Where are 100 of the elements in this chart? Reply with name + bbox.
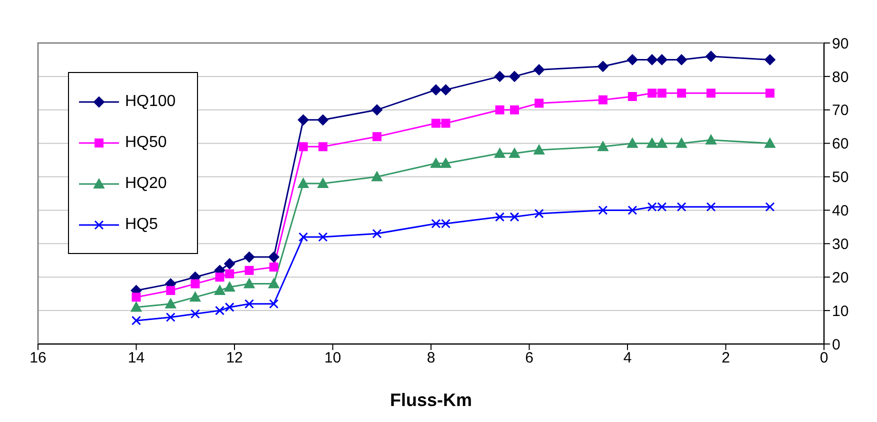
point <box>656 138 668 148</box>
point <box>215 306 225 316</box>
point <box>166 312 176 322</box>
point <box>244 299 254 309</box>
point <box>440 84 452 96</box>
point <box>244 252 255 263</box>
point <box>534 208 544 218</box>
point <box>224 302 234 312</box>
point <box>224 258 236 270</box>
point <box>430 84 442 96</box>
point <box>764 54 776 66</box>
point <box>298 232 308 242</box>
point <box>626 138 638 148</box>
point <box>372 228 382 238</box>
x-axis-title: Fluss-Km <box>390 390 472 410</box>
y-tick-label: 60 <box>832 136 849 153</box>
y-tick-label: 30 <box>832 236 849 253</box>
point <box>268 252 280 263</box>
point <box>765 88 774 98</box>
x-tick-label: 12 <box>226 350 243 367</box>
y-tick-label: 40 <box>832 202 849 220</box>
point <box>764 138 776 148</box>
x-tick-label: 8 <box>426 350 436 367</box>
x-tick-label: 2 <box>722 350 730 367</box>
point <box>269 299 279 309</box>
point <box>132 292 141 302</box>
point <box>190 279 200 288</box>
point <box>224 282 236 292</box>
point <box>165 298 176 308</box>
point <box>494 148 506 158</box>
point <box>317 178 328 188</box>
legend-label: HQ5 <box>125 216 158 234</box>
point <box>534 98 544 108</box>
point <box>318 232 328 242</box>
point <box>214 284 226 295</box>
point <box>430 158 442 168</box>
point <box>598 95 608 104</box>
point <box>706 134 717 144</box>
x-tick-label: 16 <box>30 350 46 367</box>
point <box>317 114 328 126</box>
point <box>371 104 382 116</box>
point <box>676 202 686 212</box>
x-tick-label: 14 <box>128 350 145 367</box>
point <box>597 141 608 152</box>
y-tick-label: 10 <box>832 302 849 320</box>
legend-label: HQ20 <box>125 174 167 192</box>
point <box>676 54 688 66</box>
point <box>509 148 520 158</box>
point <box>534 64 545 76</box>
point <box>166 286 176 295</box>
point <box>268 278 280 288</box>
point <box>244 278 255 288</box>
point <box>130 302 142 312</box>
point <box>298 114 309 126</box>
point <box>706 50 717 62</box>
point <box>646 138 658 148</box>
point <box>626 54 638 66</box>
point <box>494 70 506 82</box>
point <box>298 178 309 188</box>
point <box>598 205 608 215</box>
point <box>677 88 686 98</box>
point <box>510 212 520 222</box>
legend-label: HQ50 <box>125 134 167 152</box>
point <box>298 142 308 152</box>
point <box>706 88 716 98</box>
x-tick-label: 0 <box>820 350 828 367</box>
point <box>225 269 234 278</box>
point <box>765 202 775 212</box>
point <box>628 205 638 215</box>
point <box>534 144 545 155</box>
point <box>706 202 716 212</box>
x-tick-label: 10 <box>324 350 342 367</box>
point <box>628 92 637 102</box>
point <box>244 266 254 275</box>
point <box>269 262 278 272</box>
point <box>646 54 658 66</box>
point <box>372 132 382 142</box>
point <box>676 138 688 148</box>
x-tick-label: 6 <box>525 350 534 367</box>
point <box>495 105 504 114</box>
legend-label: HQ100 <box>125 92 176 110</box>
y-tick-label: 90 <box>832 35 849 52</box>
x-tick-label: 4 <box>623 350 632 367</box>
point <box>495 212 505 222</box>
y-tick-label: 0 <box>832 336 840 354</box>
point <box>657 88 666 98</box>
y-tick-label: 80 <box>832 68 849 86</box>
point <box>656 54 668 66</box>
point <box>509 70 520 82</box>
y-tick-label: 20 <box>832 269 849 286</box>
point <box>648 88 657 98</box>
point <box>431 118 440 128</box>
y-tick-label: 70 <box>832 102 849 120</box>
point <box>510 105 520 114</box>
point <box>318 142 328 152</box>
point <box>190 292 201 302</box>
point <box>371 171 382 182</box>
point <box>441 118 450 128</box>
point <box>132 316 141 326</box>
point <box>440 158 452 168</box>
